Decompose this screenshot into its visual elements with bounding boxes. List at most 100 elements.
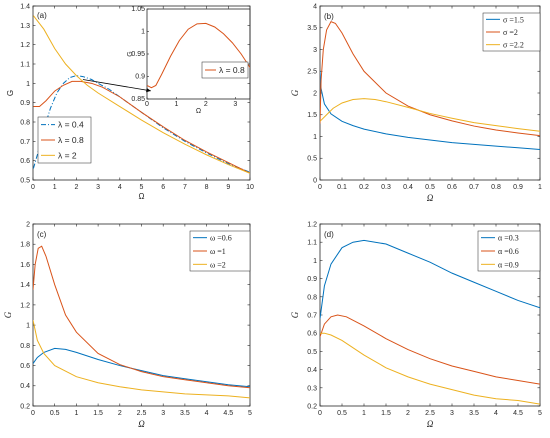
x-axis-label: Ω [427,419,434,429]
series-line-3 [320,98,540,132]
x-tick-label: 0 [31,184,35,191]
legend-entry: ω =0.6 [210,234,232,243]
series-line-3 [320,332,540,405]
panel-label: (c) [37,230,47,239]
series-line-1 [320,239,540,319]
x-tick-label: 0.9 [513,184,523,191]
panel-b: 0 0.1 0.2 0.3 0.4 0.5 0.6 0.7 0.8 0.9 1 0 0.5 1 1.5 2 2.… [290,3,542,203]
y-tick-label: 1.4 [20,3,30,10]
x-tick-label: 5 [538,410,542,417]
x-tick-label: 0.5 [425,184,435,191]
y-tick-label: 0 [313,177,317,184]
series-line-1 [33,75,250,173]
legend-entry: σ =2.2 [503,41,524,50]
panel-label: (b) [324,12,334,21]
series-line-2 [33,245,250,389]
x-axis-label: Ω [427,193,434,203]
inset-x-label: Ω [196,108,201,115]
x-tick-label: 1 [362,410,366,417]
y-tick-label: 4 [313,3,317,10]
y-tick-label: 0.4 [20,383,30,390]
x-tick-label: 0 [318,410,322,417]
inset-legend-entry: λ = 0.8 [219,65,245,75]
legend-entry: λ = 0.4 [58,120,84,130]
legend-entry: α =0.6 [498,247,519,256]
x-tick-label: 2 [118,410,122,417]
x-tick-label: 3 [96,184,100,191]
panel-c: 0 0.5 1 1.5 2 2.5 3 3.5 4 4.5 5 0.2 0.4 0.6 0.8 1 1.2 1.4… [3,221,252,429]
x-tick-label: 0.4 [403,184,413,191]
y-tick-label: 0.3 [307,385,317,392]
y-axis-label: G [290,311,300,318]
y-tick-label: 1.5 [307,112,317,119]
x-tick-label: 1 [538,184,542,191]
inset-plot: 0 1 2 3 0.85 0.9 0.95 1 1.05 Ω Gλ = 0.8 [127,6,251,115]
y-tick-label: 1.2 [20,42,30,49]
inset-arrow-head [146,88,151,93]
x-tick-label: 2 [406,410,410,417]
series-line-2 [320,21,540,137]
x-tick-label: 4 [494,410,498,417]
panel-a: 0 1 2 3 4 5 6 7 8 9 100.50.60.70.80.911.11.21.31.4… [6,3,254,201]
series-line-2 [33,80,250,174]
x-tick-label: 2.5 [137,410,147,417]
y-tick-label: 0.5 [307,156,317,163]
inset-x-tick-label: 3 [233,101,237,108]
legend-entry: λ = 0.8 [58,135,84,145]
inset-y-tick-label: 0.95 [131,51,145,58]
x-tick-label: 0.7 [469,184,479,191]
y-axis-label: G [6,90,15,96]
legend-entry: λ = 2 [58,150,77,160]
y-tick-label: 0.7 [307,312,317,319]
y-tick-label: 0.8 [307,294,317,301]
inset-series-line [147,22,250,89]
y-tick-label: 1 [313,258,317,265]
y-tick-label: 1 [26,81,30,88]
inset-y-tick-label: 0.9 [135,74,145,81]
legend-entry: ω =2 [210,260,226,269]
x-tick-label: 3 [450,410,454,417]
x-tick-label: 3.5 [469,410,479,417]
y-tick-label: 1.3 [20,23,30,30]
y-tick-label: 0.8 [20,119,30,126]
y-axis-label: G [290,89,300,96]
inset-y-tick-label: 0.85 [131,96,145,103]
x-tick-label: 4 [205,410,209,417]
y-tick-label: 2 [313,90,317,97]
series-line-3 [33,15,250,174]
x-tick-label: 1.5 [93,410,103,417]
y-tick-label: 0.6 [20,363,30,370]
series-line-2 [320,314,540,385]
inset-y-label: G [127,51,134,56]
x-tick-label: 10 [246,184,254,191]
x-axis-label: Ω [138,419,145,429]
legend-entry: α =0.9 [498,260,519,269]
y-tick-label: 0.6 [307,331,317,338]
inset-legend-box [201,61,249,79]
x-axis-label: Ω [139,192,145,201]
y-tick-label: 1 [313,134,317,141]
x-tick-label: 8 [205,184,209,191]
x-tick-label: 0.5 [337,410,347,417]
inset-x-tick-label: 0 [145,101,149,108]
x-tick-label: 6 [161,184,165,191]
x-tick-label: 4 [118,184,122,191]
x-tick-label: 9 [226,184,230,191]
y-tick-label: 0.7 [20,139,30,146]
y-tick-label: 0.5 [307,349,317,356]
y-tick-label: 1.6 [20,262,30,269]
x-tick-label: 5 [248,410,252,417]
x-tick-label: 0.6 [447,184,457,191]
inset-arrow-line [82,79,151,92]
y-tick-label: 1.1 [20,61,30,68]
x-tick-label: 2.5 [425,410,435,417]
y-tick-label: 1.2 [307,221,317,228]
inset-y-tick-label: 1.05 [131,6,145,13]
x-tick-label: 4.5 [223,410,233,417]
x-tick-label: 1.5 [381,410,391,417]
x-tick-label: 0.1 [337,184,347,191]
x-tick-label: 0.2 [359,184,369,191]
y-tick-label: 3 [313,47,317,54]
y-tick-label: 1.8 [20,242,30,249]
